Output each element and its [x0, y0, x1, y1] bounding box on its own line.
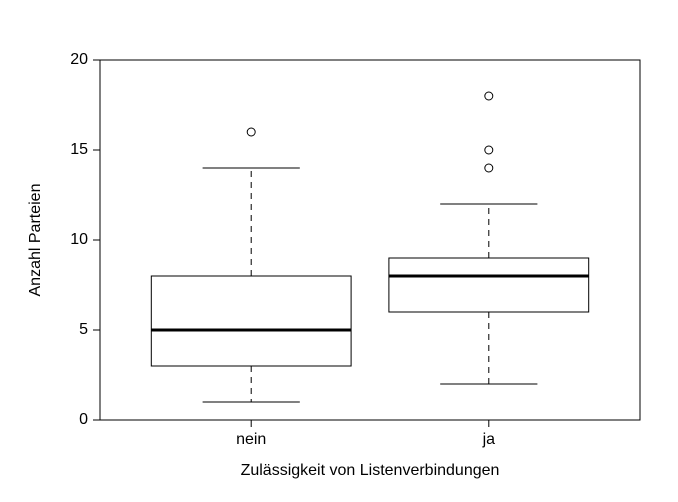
y-tick-label: 20 [70, 51, 88, 68]
x-tick-label: nein [236, 431, 266, 448]
y-tick-label: 15 [70, 141, 88, 158]
x-tick-label: ja [482, 431, 496, 448]
x-axis-label: Zulässigkeit von Listenverbindungen [241, 462, 500, 479]
y-tick-label: 0 [79, 411, 88, 428]
y-tick-label: 5 [79, 321, 88, 338]
y-tick-label: 10 [70, 231, 88, 248]
y-axis-label: Anzahl Parteien [27, 184, 44, 297]
box [151, 276, 351, 366]
box [389, 258, 589, 312]
chart-container: 0 5 10 15 20 nein ja Zulässigkeit von Listenver… [0, 0, 678, 502]
boxplot-chart: 0 5 10 15 20 nein ja Zulässigkeit von Listenver… [0, 0, 678, 502]
